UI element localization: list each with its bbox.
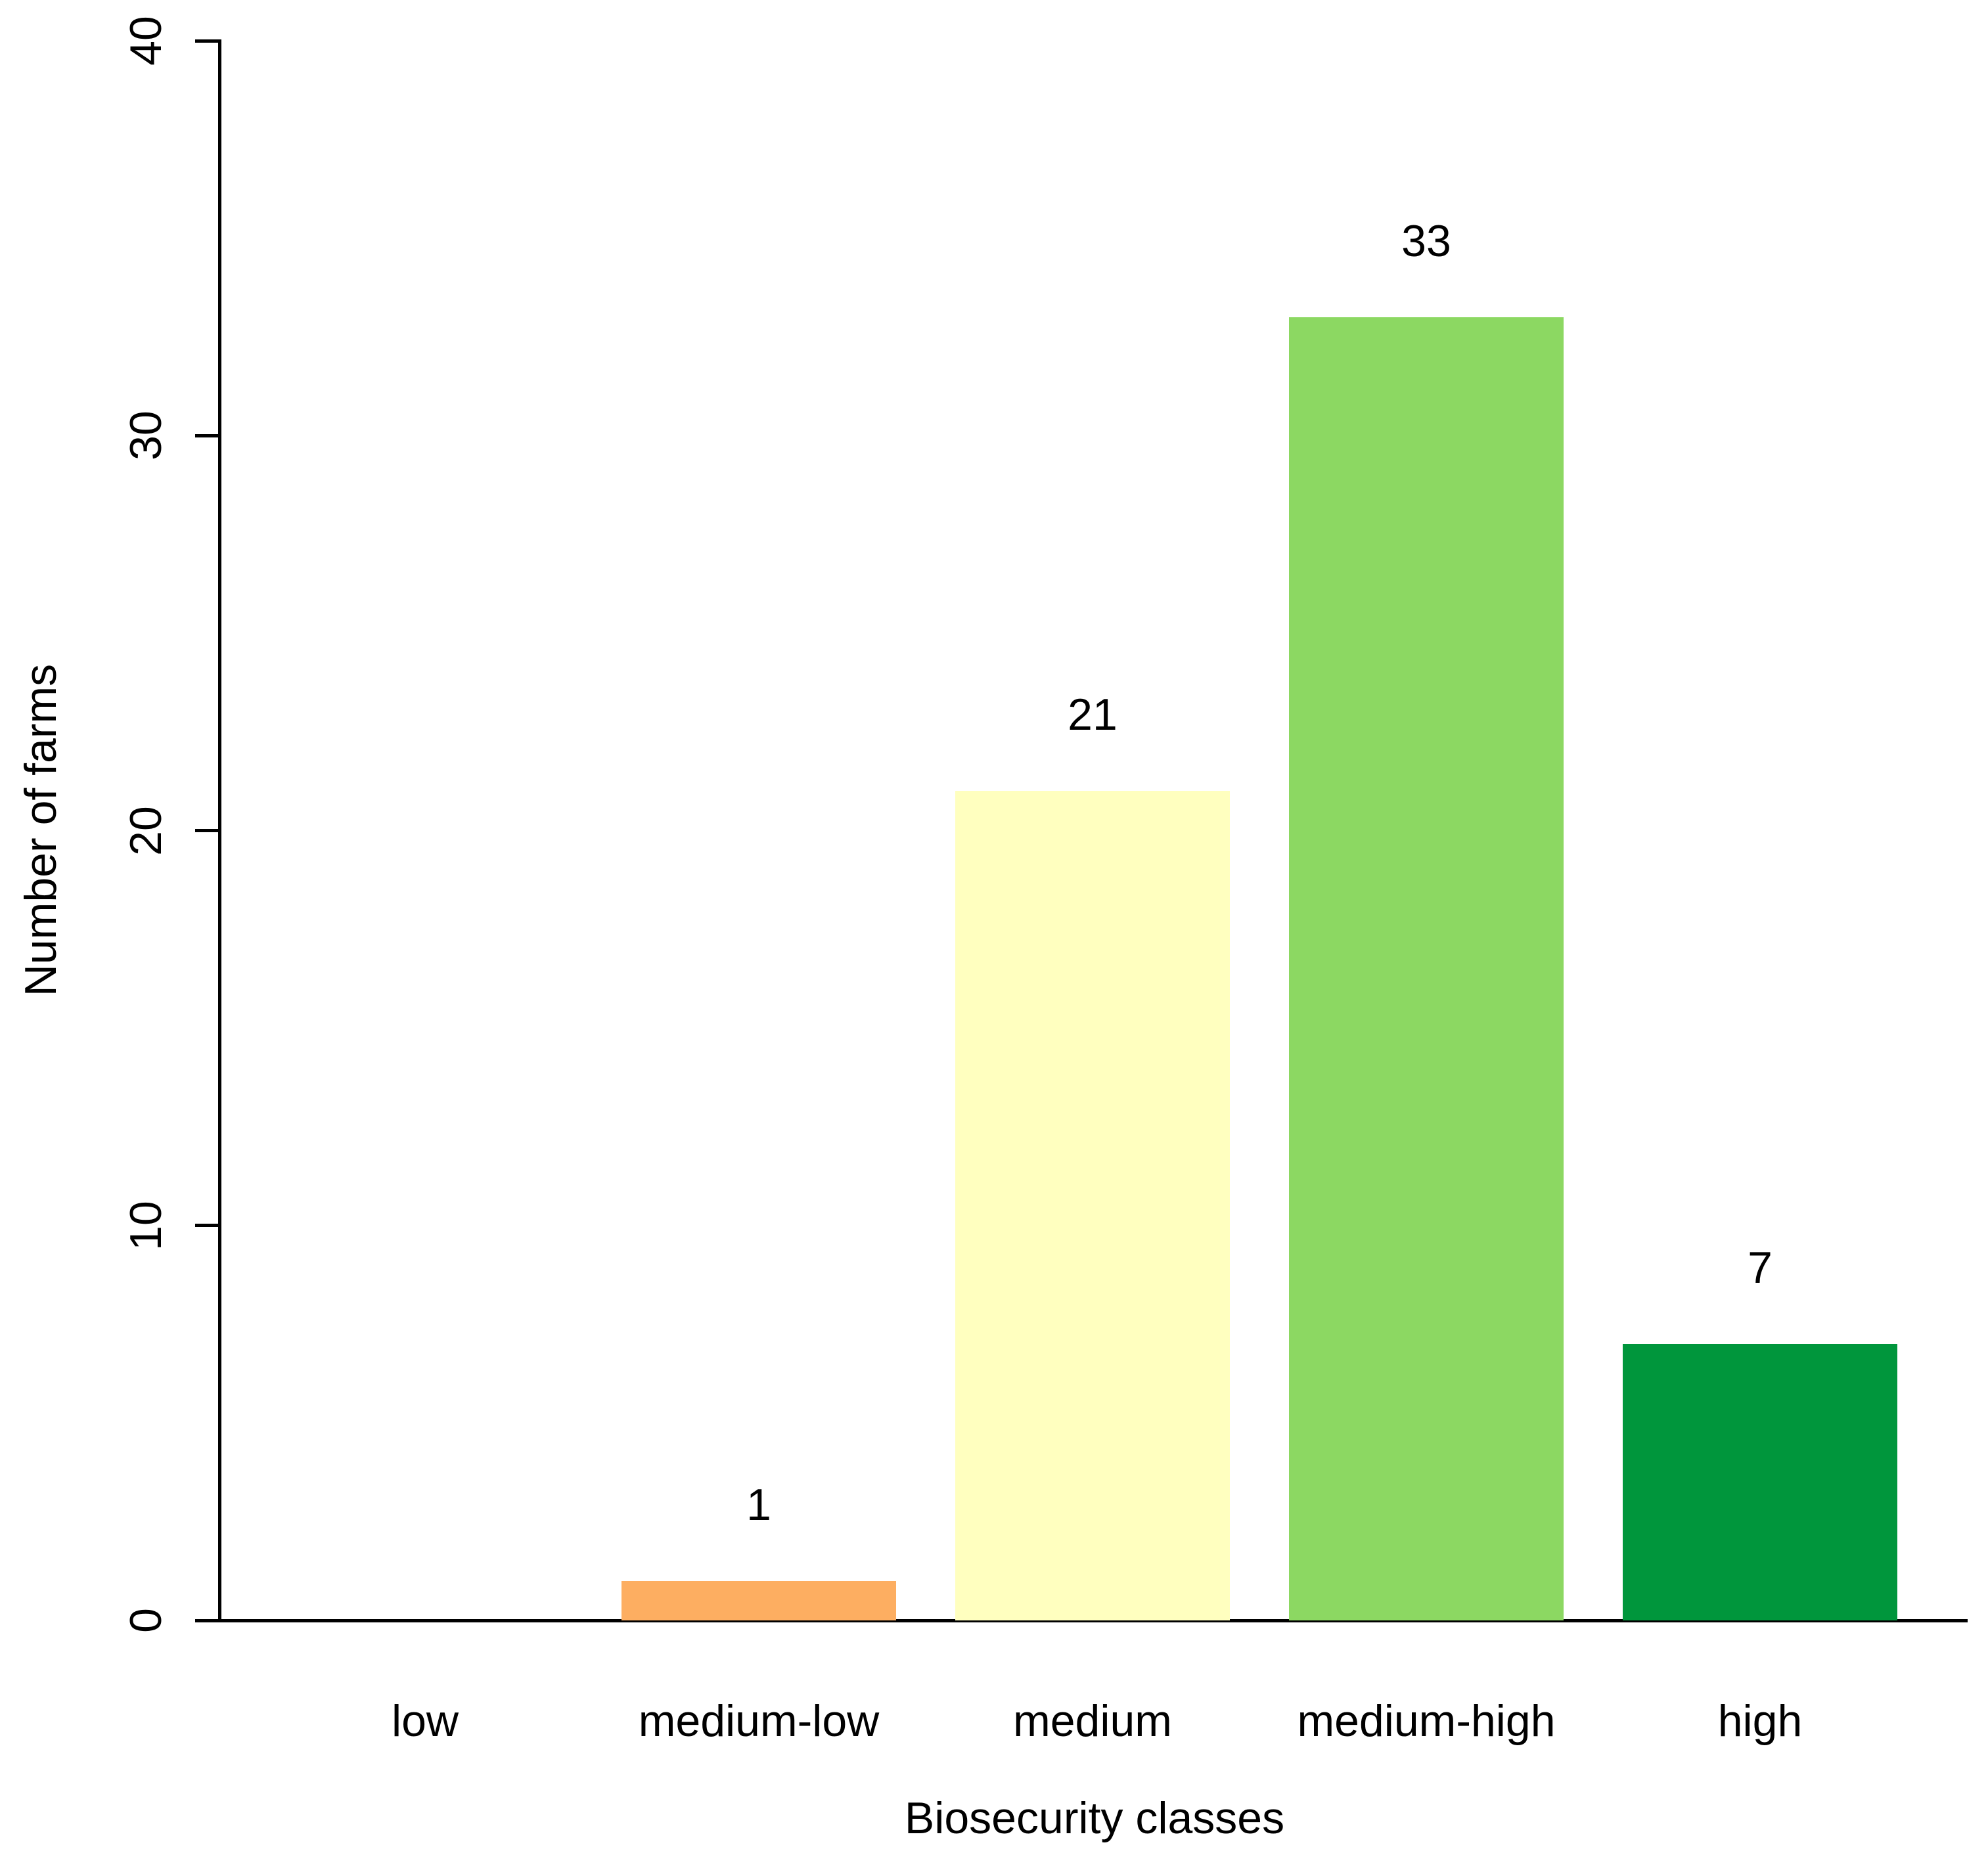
y-axis-title: Number of farms xyxy=(16,663,66,997)
bar-value-label: 7 xyxy=(1748,1243,1773,1293)
y-axis-tick xyxy=(195,1618,221,1622)
y-axis-tick-label: 0 xyxy=(121,1608,171,1633)
y-axis-tick-label: 20 xyxy=(121,805,171,856)
x-axis-title: Biosecurity classes xyxy=(904,1793,1285,1843)
y-axis-tick xyxy=(195,1224,221,1228)
y-axis-tick-label: 30 xyxy=(121,411,171,461)
bar-medium-high xyxy=(1289,317,1564,1620)
bar-value-label: 21 xyxy=(1068,690,1118,740)
bar-medium-low xyxy=(621,1580,896,1620)
y-axis-tick-label: 10 xyxy=(121,1200,171,1251)
x-axis-category-label: low xyxy=(391,1696,459,1746)
bar-value-label: 33 xyxy=(1401,215,1451,266)
y-axis-tick-label: 40 xyxy=(121,16,171,66)
bar-value-label: 1 xyxy=(746,1479,771,1530)
y-axis-tick xyxy=(195,829,221,832)
bar-medium xyxy=(955,791,1230,1620)
x-axis-line xyxy=(221,1619,1968,1622)
x-axis-category-label: medium-high xyxy=(1297,1696,1556,1746)
y-axis-tick xyxy=(195,434,221,437)
y-axis-tick xyxy=(195,39,221,43)
x-axis-category-label: high xyxy=(1717,1696,1803,1746)
bar-high xyxy=(1623,1344,1897,1620)
x-axis-category-label: medium-low xyxy=(638,1696,880,1746)
x-axis-category-label: medium xyxy=(1013,1696,1172,1746)
